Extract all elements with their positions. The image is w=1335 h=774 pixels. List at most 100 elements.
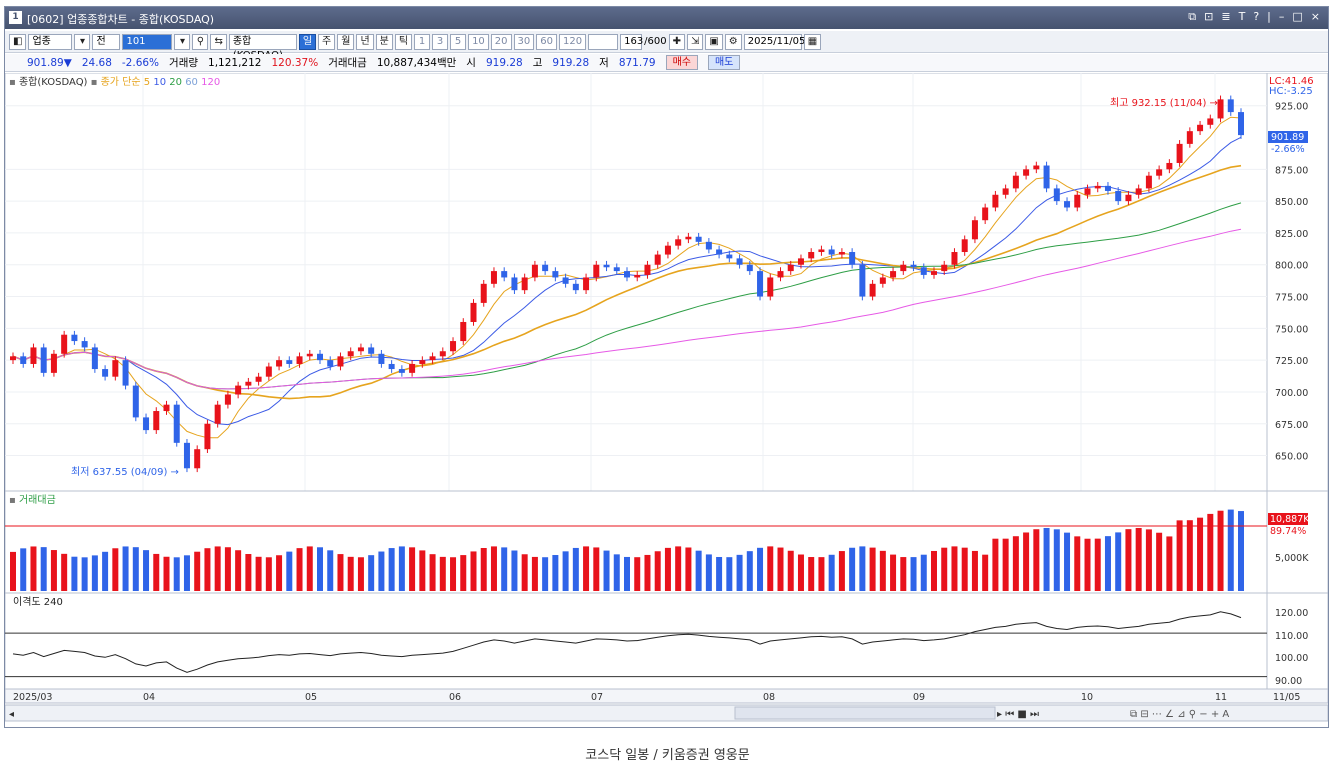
candle-up: [931, 271, 937, 275]
code-dropdown-icon[interactable]: ▾: [174, 33, 191, 50]
candle-down: [378, 353, 385, 364]
candle-down: [511, 277, 518, 291]
candle-up: [112, 360, 119, 377]
minute-1[interactable]: 1: [414, 33, 431, 50]
font-icon[interactable]: T: [1238, 10, 1246, 23]
prev-next-icon[interactable]: ⇆: [210, 33, 227, 50]
volume-bar: [1176, 520, 1183, 591]
volume-bar: [644, 554, 651, 591]
time-tick-label: 09: [913, 692, 925, 703]
volume-bar: [1064, 532, 1071, 591]
candle-down: [91, 347, 98, 370]
minute-60[interactable]: 60: [536, 33, 557, 50]
window-controls: ⧉ ⊡ ≣ T ? | – □ ×: [1188, 10, 1320, 24]
custom-period-input[interactable]: [588, 33, 619, 50]
candle-up: [30, 347, 37, 364]
volume-bar: [531, 556, 538, 591]
menu-icon[interactable]: ≣: [1221, 10, 1231, 23]
volume-bar: [634, 557, 641, 591]
price-tick-label: 850.00: [1275, 197, 1308, 208]
count-input[interactable]: 163: [620, 33, 643, 50]
period-year[interactable]: 년: [356, 33, 374, 50]
maximize-icon[interactable]: □: [1292, 10, 1303, 23]
candle-up: [1207, 118, 1214, 125]
volume-bar: [685, 547, 692, 591]
chart-canvas[interactable]: 925.00 875.00 850.00 825.00 800.00 775.00 750.…: [5, 73, 1328, 727]
minute-120[interactable]: 120: [559, 33, 587, 50]
volume-bar: [726, 557, 733, 591]
volume-bar: [920, 554, 927, 591]
volume-bar: [480, 548, 487, 591]
tile-icon[interactable]: ⧉: [1188, 10, 1197, 23]
volume-bar: [572, 547, 579, 591]
calendar-icon[interactable]: ▦: [803, 33, 822, 50]
volume-bar: [695, 550, 702, 591]
candle-up: [419, 360, 426, 364]
help-icon[interactable]: ?: [1253, 10, 1260, 23]
volume-bar: [224, 547, 231, 591]
candle-down: [736, 258, 743, 265]
volume-bar: [337, 554, 344, 591]
volume-bar: [40, 547, 47, 591]
candle-up: [797, 258, 804, 265]
volume-bar: [1156, 532, 1163, 591]
volume-bar: [112, 548, 119, 591]
add-indicator-icon[interactable]: ✚: [668, 33, 685, 50]
market-select[interactable]: 업종: [28, 33, 73, 50]
candle-up: [276, 360, 283, 367]
date-input[interactable]: 2025/11/05: [743, 33, 805, 50]
candle-up: [460, 321, 467, 342]
volume-bar: [1125, 529, 1132, 591]
candle-up: [1176, 143, 1183, 163]
period-day[interactable]: 일: [298, 33, 317, 50]
volume-bar: [132, 547, 139, 591]
settings-icon[interactable]: ⚙: [724, 33, 742, 50]
candle-up: [1135, 188, 1142, 195]
candle-up: [634, 274, 641, 278]
candle-up: [777, 271, 784, 278]
candle-up: [900, 264, 907, 272]
buy-button[interactable]: 매수: [665, 55, 698, 70]
search-icon[interactable]: ⚲: [192, 33, 209, 50]
scope-select[interactable]: 전: [92, 33, 121, 50]
volume-bar: [583, 546, 590, 591]
playback-controls-icon[interactable]: ▸ ⏮ ■ ⏭: [997, 709, 1039, 720]
drawing-tools-icon[interactable]: ⧉ ⊟ ⋯ ∠ ⊿ ⚲ − + A: [1130, 709, 1229, 720]
volume-bar: [409, 547, 416, 591]
minimize-icon[interactable]: –: [1278, 10, 1285, 23]
restore-icon[interactable]: ⊡: [1204, 10, 1214, 23]
minute-20[interactable]: 20: [490, 33, 512, 50]
time-tick-label: 08: [763, 692, 775, 703]
volume-bar: [859, 546, 866, 591]
layout-icon[interactable]: ◧: [9, 33, 27, 50]
code-input[interactable]: 101: [122, 33, 173, 50]
volume-bar: [890, 554, 897, 591]
compare-icon[interactable]: ⇲: [686, 33, 704, 50]
scroll-thumb[interactable]: [734, 706, 996, 720]
volume-bar: [490, 546, 497, 591]
candle-up: [531, 264, 538, 278]
minute-5[interactable]: 5: [450, 33, 467, 50]
minute-3[interactable]: 3: [432, 33, 449, 50]
volume-bar: [797, 554, 804, 591]
candle-up: [235, 385, 242, 395]
close-icon[interactable]: ×: [1310, 10, 1320, 23]
candle-up: [1012, 175, 1019, 189]
volume-bar: [736, 554, 743, 591]
app-icon: 1: [9, 11, 22, 24]
chart-scrollbar[interactable]: [5, 704, 1328, 722]
minute-10[interactable]: 10: [468, 33, 489, 50]
candle-up: [1166, 162, 1173, 170]
market-dropdown-icon[interactable]: ▾: [74, 33, 91, 50]
volume-bar: [808, 557, 815, 591]
scroll-left-icon[interactable]: ◂: [9, 709, 14, 720]
period-minute[interactable]: 분: [375, 33, 393, 50]
candle-down: [183, 442, 190, 469]
save-icon[interactable]: ▣: [705, 33, 723, 50]
volume-bar: [562, 551, 569, 591]
period-month[interactable]: 월: [337, 33, 355, 50]
period-tick[interactable]: 틱: [394, 33, 413, 50]
sell-button[interactable]: 매도: [707, 55, 741, 70]
minute-30[interactable]: 30: [513, 33, 535, 50]
period-week[interactable]: 주: [318, 33, 336, 50]
